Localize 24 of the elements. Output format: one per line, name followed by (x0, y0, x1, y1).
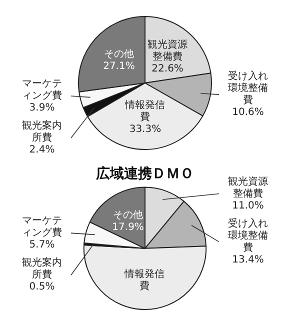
data-label: 3.9% (29, 102, 55, 114)
data-label: 22.6% (152, 63, 184, 74)
slice-label: 情報発信費 (124, 268, 165, 292)
data-label: 17.9% (112, 222, 144, 234)
slice-label: 観光案内所費 (22, 256, 62, 281)
slice-label: 観光案内所費 (22, 120, 62, 144)
data-label: 33.3% (129, 124, 162, 136)
slice-label: 情報発信費 (124, 99, 166, 124)
data-label: 2.4% (29, 144, 55, 156)
slice-label: 受け入れ環境整備費 (228, 70, 268, 106)
data-label: 27.1% (103, 60, 135, 72)
data-label: 0.5% (29, 282, 55, 293)
slice-label: マーケティング費 (22, 78, 62, 102)
slice-label: 観光資源整備費 (228, 175, 268, 200)
data-label: 11.0% (232, 200, 264, 212)
chart-title: 広域連携ＤＭＯ (95, 165, 194, 182)
slice-label: 観光資源整備費 (148, 38, 188, 62)
slice-label: その他 (104, 48, 134, 60)
data-label: 10.6% (232, 107, 264, 118)
slice-label: 受け入れ環境整備費 (228, 217, 268, 254)
slice-label: その他 (113, 209, 144, 222)
data-label: 5.7% (29, 240, 55, 251)
slice-label: マーケティング費 (22, 216, 62, 239)
data-label: 13.4% (232, 254, 264, 266)
